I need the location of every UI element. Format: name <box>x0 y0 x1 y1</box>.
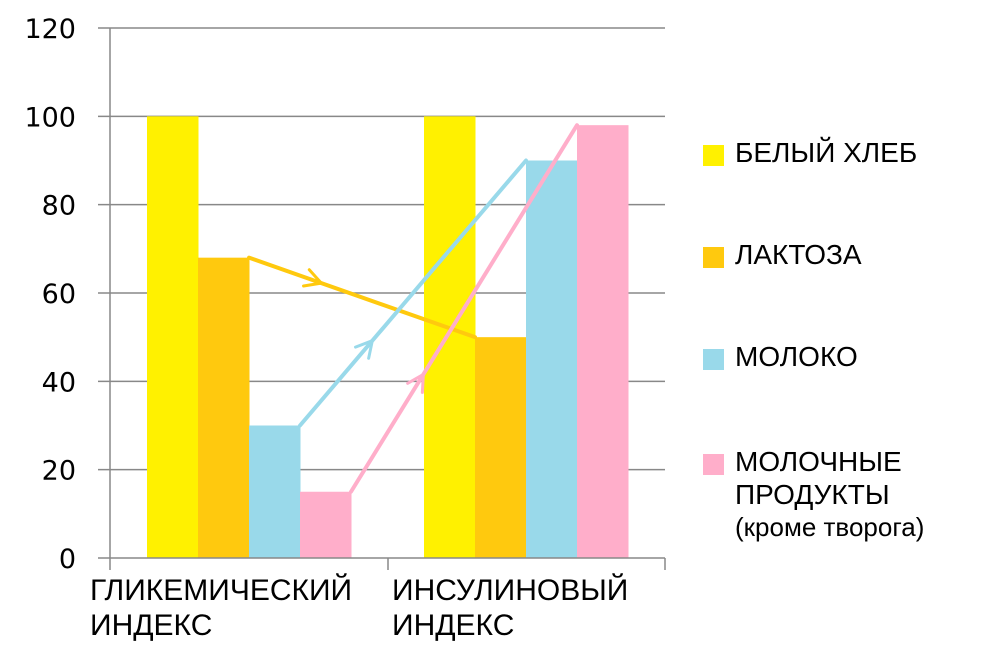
legend: БЕЛЫЙ ХЛЕБ ЛАКТОЗА МОЛОКО МОЛОЧНЫЕ ПРОДУ… <box>703 0 988 658</box>
bar <box>198 257 250 558</box>
legend-swatch-milk <box>703 349 724 370</box>
bar <box>475 337 527 558</box>
bar <box>577 125 629 559</box>
legend-item-lactose: ЛАКТОЗА <box>703 238 862 271</box>
y-tick-label: 120 <box>24 14 76 45</box>
x-label-glycemic-line1: ГЛИКЕМИЧЕСКИЙ <box>90 573 352 607</box>
arrowhead-icon <box>406 372 425 394</box>
legend-label-milk: МОЛОКО <box>735 341 858 372</box>
trend-arrow-line <box>247 255 477 340</box>
bar-chart: 0 20 40 60 80 100 120 ГЛИКЕМИЧЕСКИЙ ИНДЕКС ИНС… <box>24 14 666 642</box>
bar <box>424 116 476 558</box>
legend-swatch-white-bread <box>703 145 724 166</box>
legend-swatch-dairy-products <box>703 454 724 475</box>
arrowhead-icon <box>302 268 323 288</box>
y-tick-label: 20 <box>42 456 76 487</box>
y-tick-label: 100 <box>24 102 76 133</box>
legend-label-white-bread: БЕЛЫЙ ХЛЕБ <box>735 137 918 168</box>
legend-swatch-lactose <box>703 247 724 268</box>
y-tick-label: 60 <box>42 279 76 310</box>
bars <box>147 116 629 559</box>
legend-label-dairy-products: МОЛОЧНЫЕ ПРОДУКТЫ <box>735 446 902 510</box>
y-tick-label: 40 <box>42 367 76 398</box>
y-tick-label: 80 <box>42 191 76 222</box>
bar <box>249 425 301 558</box>
y-tick-label: 0 <box>59 544 76 575</box>
trend-arrow-line <box>349 123 579 494</box>
legend-item-dairy-products: МОЛОЧНЫЕ ПРОДУКТЫ (кроме творога) <box>703 445 924 544</box>
bar <box>300 491 352 558</box>
trend-arrows <box>247 123 579 494</box>
trend-arrow-line <box>298 158 528 428</box>
legend-item-milk: МОЛОКО <box>703 340 858 373</box>
bar <box>526 160 578 558</box>
bar <box>147 116 199 558</box>
legend-sublabel-dairy-products: (кроме творога) <box>735 512 925 542</box>
legend-item-white-bread: БЕЛЫЙ ХЛЕБ <box>703 136 917 169</box>
legend-label-lactose: ЛАКТОЗА <box>735 239 862 270</box>
x-label-insulin-line1: ИНСУЛИНОВЫЙ <box>392 573 628 607</box>
x-label-insulin-line2: ИНДЕКС <box>392 609 514 642</box>
arrowhead-icon <box>354 339 374 360</box>
y-axis-labels: 0 20 40 60 80 100 120 <box>24 14 76 575</box>
x-label-glycemic-line2: ИНДЕКС <box>90 609 212 642</box>
